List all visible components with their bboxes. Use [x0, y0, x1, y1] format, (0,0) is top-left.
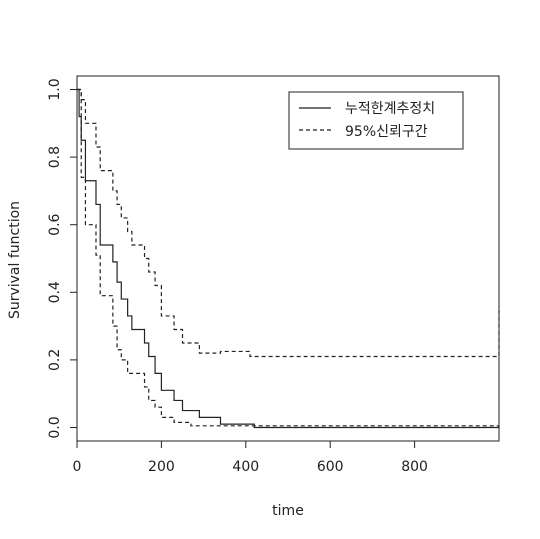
confidence-band-line-2 [77, 88, 500, 428]
legend-box [288, 91, 464, 150]
y-tick-label: 1.0 [47, 78, 63, 100]
x-tick-label: 400 [232, 459, 259, 475]
y-axis-label: Survival function [7, 201, 23, 319]
y-tick-label: 0.0 [47, 416, 63, 438]
plot-frame [76, 75, 500, 442]
y-tick-label: 0.8 [47, 146, 63, 168]
y-axis: 0.0 0.2 0.4 0.6 0.8 1.0 [47, 78, 77, 439]
legend-item-0: 누적한계추정치 [345, 101, 435, 117]
y-tick-label: 0.2 [47, 349, 63, 371]
x-tick-label: 600 [317, 459, 344, 475]
x-tick-label: 200 [148, 459, 175, 475]
legend-item-1: 95%신뢰구간 [345, 124, 428, 140]
series-layer [77, 88, 500, 429]
x-tick-label: 0 [73, 459, 82, 475]
x-axis-label: time [272, 503, 304, 519]
confidence-band-line-1 [77, 88, 500, 358]
legend: 누적한계추정치 95%신뢰구간 [288, 91, 464, 150]
survival-curve-line [77, 88, 499, 429]
y-tick-label: 0.4 [47, 281, 63, 303]
x-tick-label: 800 [401, 459, 428, 475]
y-tick-label: 0.6 [47, 213, 63, 235]
x-axis: 0 200 400 600 800 [73, 441, 428, 475]
